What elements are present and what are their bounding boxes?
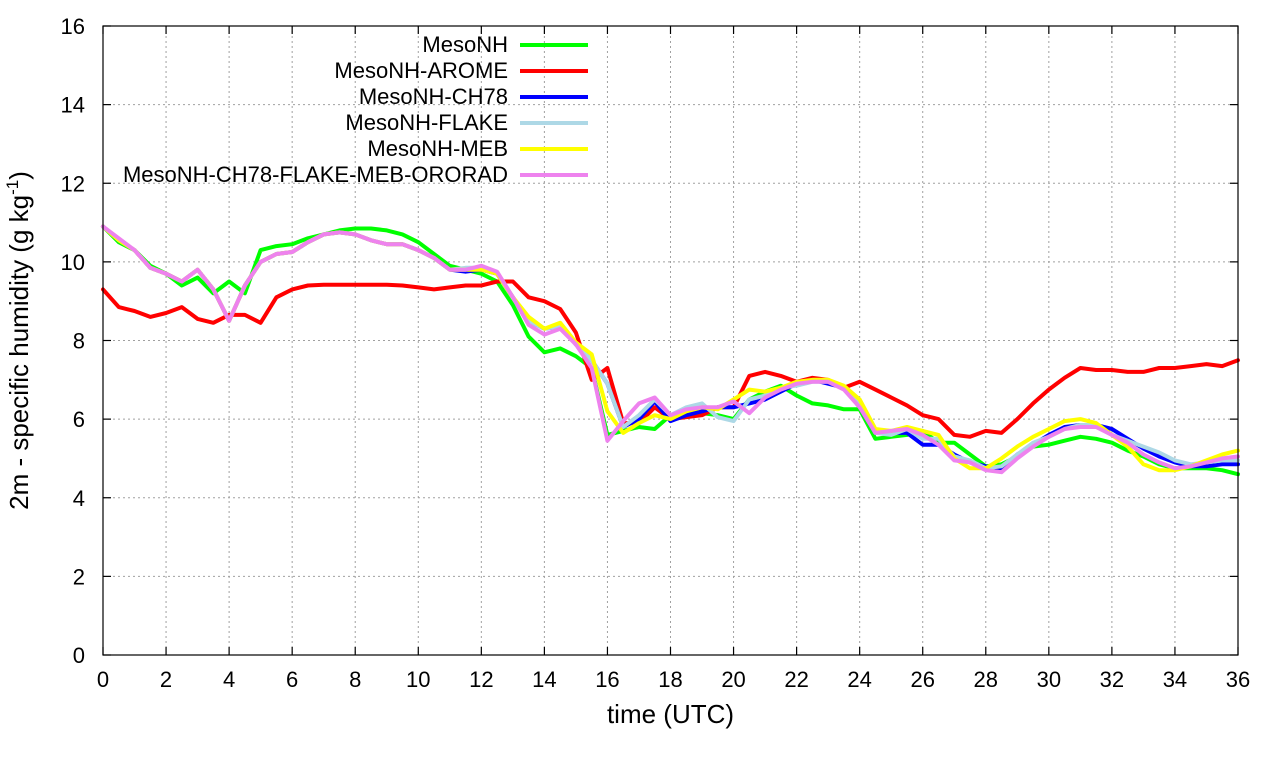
x-tick-label: 8: [349, 667, 361, 692]
x-tick-label: 32: [1100, 667, 1124, 692]
x-tick-label: 2: [160, 667, 172, 692]
x-tick-label: 0: [97, 667, 109, 692]
x-axis-title: time (UTC): [607, 699, 734, 729]
y-axis-title-tail: ): [4, 171, 34, 180]
x-tick-label: 16: [595, 667, 619, 692]
x-tick-label: 36: [1226, 667, 1250, 692]
x-tick-label: 26: [910, 667, 934, 692]
legend-label-mesonh-ch78-flake-meb-ororad: MesoNH-CH78-FLAKE-MEB-ORORAD: [123, 162, 508, 187]
x-tick-label: 34: [1163, 667, 1187, 692]
y-tick-label: 6: [73, 407, 85, 432]
y-tick-label: 0: [73, 643, 85, 668]
x-tick-label: 4: [223, 667, 235, 692]
y-tick-label: 4: [73, 486, 85, 511]
y-tick-label: 14: [61, 93, 85, 118]
legend-label-mesonh-arome: MesoNH-AROME: [334, 58, 508, 83]
x-tick-label: 28: [974, 667, 998, 692]
x-tick-label: 22: [784, 667, 808, 692]
x-tick-label: 14: [532, 667, 556, 692]
y-tick-label: 8: [73, 329, 85, 354]
y-axis-title-superscript: -1: [3, 180, 22, 195]
y-tick-labels: 0 2 4 6 8 10 12 14 16: [61, 14, 85, 668]
x-tick-label: 6: [286, 667, 298, 692]
x-tick-label: 10: [406, 667, 430, 692]
y-tick-label: 16: [61, 14, 85, 39]
legend-label-mesonh-ch78: MesoNH-CH78: [359, 84, 508, 109]
grid-lines: [103, 26, 1238, 655]
series-line-mesonh-ch78-flake-meb-ororad: [101, 224, 1240, 475]
axis-ticks: [102, 25, 1239, 656]
x-tick-label: 12: [469, 667, 493, 692]
y-axis-title-main: 2m - specific humidity (g kg: [4, 195, 34, 510]
x-tick-labels: 0 2 4 6 8 10 12 14 16 18 20 22 24 26 28 30 32 34 36: [97, 667, 1250, 692]
x-tick-label: 24: [847, 667, 871, 692]
y-tick-label: 10: [61, 250, 85, 275]
x-tick-label: 20: [721, 667, 745, 692]
legend-label-mesonh-flake: MesoNH-FLAKE: [345, 110, 508, 135]
y-tick-label: 12: [61, 171, 85, 196]
x-tick-label: 18: [658, 667, 682, 692]
y-tick-label: 2: [73, 564, 85, 589]
series-lines: [101, 224, 1240, 477]
legend: MesoNHMesoNH-AROMEMesoNH-CH78MesoNH-FLAK…: [123, 32, 588, 187]
legend-label-mesonh: MesoNH: [422, 32, 508, 57]
legend-label-mesonh-meb: MesoNH-MEB: [367, 136, 508, 161]
y-axis-title: 2m - specific humidity (g kg-1): [3, 171, 34, 510]
x-tick-label: 30: [1037, 667, 1061, 692]
